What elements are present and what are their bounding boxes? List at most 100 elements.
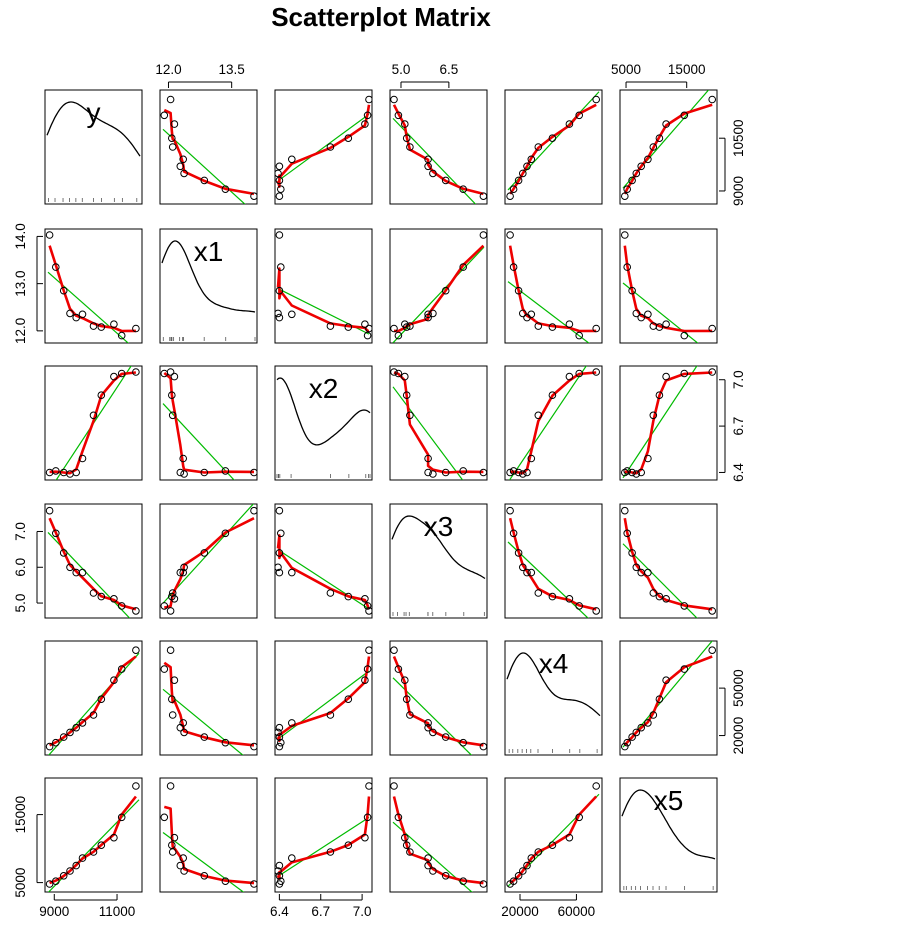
panel-x3-vs-x5	[619, 503, 718, 619]
panel-content	[390, 368, 487, 480]
bottom-tick-label: 20000	[501, 904, 539, 919]
top-tick-label: 12.0	[155, 62, 181, 77]
panel-x4-vs-x4: x4	[504, 640, 603, 756]
panel-content	[390, 95, 487, 204]
smoother-line	[509, 103, 597, 195]
data-point	[168, 841, 176, 850]
data-point	[527, 310, 536, 319]
right-tick-label: 20000	[731, 717, 746, 755]
data-point	[179, 719, 187, 727]
panel-frame	[44, 365, 143, 481]
data-point	[180, 867, 188, 875]
data-point	[179, 454, 187, 463]
density-curve	[46, 101, 141, 157]
data-point	[78, 454, 87, 463]
data-point	[59, 733, 68, 741]
right-tick-label: 7.0	[731, 370, 746, 389]
data-point	[390, 646, 398, 655]
data-point	[662, 320, 670, 329]
data-point	[132, 782, 140, 790]
data-point	[441, 733, 450, 741]
data-point	[519, 309, 527, 318]
data-point	[110, 372, 118, 381]
data-point	[406, 322, 414, 330]
data-point	[644, 568, 652, 577]
data-point	[168, 592, 176, 601]
density-curve	[276, 377, 371, 446]
data-point	[514, 176, 523, 185]
data-point	[394, 369, 403, 378]
data-point	[344, 695, 353, 704]
data-point	[644, 454, 652, 463]
data-point	[424, 861, 432, 870]
data-point	[52, 877, 60, 886]
data-point	[365, 782, 372, 790]
density-curve	[161, 240, 256, 313]
data-point	[168, 711, 177, 719]
data-point	[288, 854, 296, 862]
panel-frame	[504, 640, 603, 756]
data-point	[565, 595, 574, 603]
panel-content	[160, 504, 257, 615]
panel-content	[275, 506, 372, 615]
data-point	[176, 861, 185, 870]
data-point	[628, 468, 636, 477]
data-point	[506, 231, 514, 239]
panel-content	[621, 506, 717, 618]
data-point	[170, 833, 179, 842]
panel-content	[275, 95, 372, 200]
data-point	[52, 529, 60, 538]
data-point	[221, 529, 230, 538]
smoother-line	[393, 244, 485, 333]
data-point	[361, 595, 369, 603]
panel-content	[45, 506, 140, 618]
data-point	[527, 454, 536, 463]
panel-content	[506, 782, 601, 888]
data-point	[680, 602, 689, 610]
panel-frame	[274, 228, 373, 344]
panel-x4-vs-x1	[159, 640, 258, 756]
panel-content	[390, 646, 487, 755]
data-point	[637, 313, 646, 322]
data-point	[166, 95, 175, 104]
data-point	[166, 368, 175, 376]
data-point	[344, 841, 353, 850]
data-point	[275, 162, 284, 171]
data-point	[509, 529, 518, 538]
data-point	[621, 468, 629, 477]
data-point	[170, 372, 179, 381]
data-point	[424, 723, 432, 732]
panel-content	[160, 782, 257, 892]
data-point	[275, 728, 282, 737]
data-point	[680, 331, 689, 340]
panel-content	[45, 366, 140, 480]
smoother-line	[508, 517, 597, 611]
data-point	[514, 468, 523, 477]
data-point	[72, 313, 80, 322]
data-point	[509, 185, 518, 193]
data-point	[459, 738, 468, 747]
density-curve	[506, 652, 601, 717]
data-point	[45, 231, 54, 239]
data-point	[160, 813, 169, 822]
panel-frame	[159, 640, 258, 756]
panel-content	[506, 506, 601, 618]
data-point	[519, 470, 527, 478]
panel-content	[276, 377, 371, 478]
top-tick-label: 15000	[668, 62, 706, 77]
data-point	[168, 391, 176, 400]
panel-x4-vs-x2	[274, 640, 373, 756]
data-point	[160, 602, 169, 610]
data-point	[288, 719, 296, 727]
data-point	[361, 676, 369, 685]
data-point	[394, 813, 403, 822]
data-point	[132, 646, 140, 655]
panel-frame	[504, 228, 603, 344]
data-point	[221, 738, 230, 747]
data-point	[250, 880, 257, 888]
data-point	[275, 723, 284, 732]
data-point	[534, 411, 543, 420]
panel-frame	[619, 365, 718, 481]
panel-frame	[159, 777, 258, 893]
data-point	[168, 143, 177, 151]
